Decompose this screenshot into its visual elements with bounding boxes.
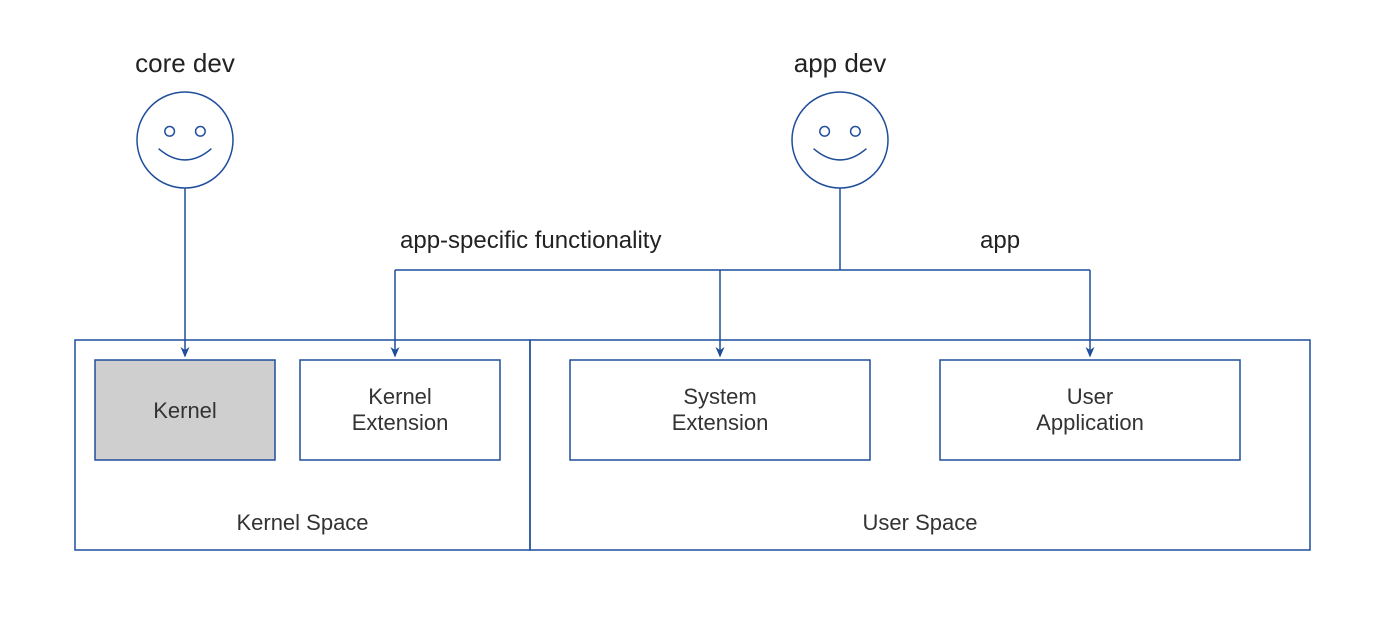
smiley-icon — [137, 92, 233, 188]
eye-left — [820, 127, 830, 137]
core-dev-label: core dev — [135, 48, 235, 78]
eye-right — [196, 127, 206, 137]
actor-core-dev: core dev — [135, 48, 235, 188]
box-kernel-extension: Kernel Extension — [300, 360, 500, 460]
box-line2: Extension — [352, 410, 449, 435]
label-app: app — [980, 227, 1020, 254]
smile — [814, 149, 867, 160]
container-label: User Space — [863, 510, 978, 535]
eye-left — [165, 127, 175, 137]
app-dev-label: app dev — [794, 48, 887, 78]
box-line1: Kernel — [368, 384, 432, 409]
label-app-specific: app-specific functionality — [400, 227, 661, 254]
box-line1: System — [683, 384, 756, 409]
face-outline — [137, 92, 233, 188]
face-outline — [792, 92, 888, 188]
box-system-extension: System Extension — [570, 360, 870, 460]
eye-right — [851, 127, 861, 137]
actor-app-dev: app dev — [792, 48, 888, 188]
smiley-icon — [792, 92, 888, 188]
container-label: Kernel Space — [236, 510, 368, 535]
box-line1: User — [1067, 384, 1113, 409]
box-kernel: Kernel — [95, 360, 275, 460]
box-line2: Extension — [672, 410, 769, 435]
box-line1: Kernel — [153, 398, 217, 423]
box-user-application: User Application — [940, 360, 1240, 460]
box-line2: Application — [1036, 410, 1144, 435]
smile — [159, 149, 212, 160]
